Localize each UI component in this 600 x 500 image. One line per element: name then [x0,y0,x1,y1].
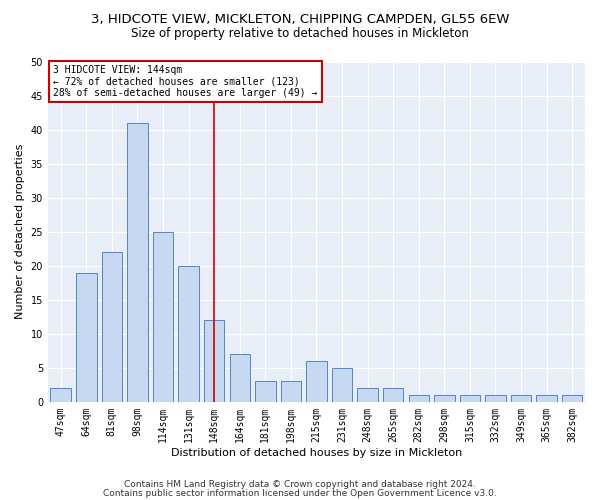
X-axis label: Distribution of detached houses by size in Mickleton: Distribution of detached houses by size … [171,448,462,458]
Bar [127,123,148,402]
Bar [204,320,224,402]
Bar [101,252,122,402]
Bar [562,395,583,402]
Bar [434,395,455,402]
Text: 3 HIDCOTE VIEW: 144sqm
← 72% of detached houses are smaller (123)
28% of semi-de: 3 HIDCOTE VIEW: 144sqm ← 72% of detached… [53,65,317,98]
Text: Contains HM Land Registry data © Crown copyright and database right 2024.: Contains HM Land Registry data © Crown c… [124,480,476,489]
Bar [76,272,97,402]
Text: Contains public sector information licensed under the Open Government Licence v3: Contains public sector information licen… [103,489,497,498]
Bar [255,382,275,402]
Bar [178,266,199,402]
Bar [281,382,301,402]
Bar [383,388,403,402]
Bar [230,354,250,402]
Y-axis label: Number of detached properties: Number of detached properties [15,144,25,320]
Bar [153,232,173,402]
Bar [485,395,506,402]
Bar [536,395,557,402]
Bar [358,388,378,402]
Text: 3, HIDCOTE VIEW, MICKLETON, CHIPPING CAMPDEN, GL55 6EW: 3, HIDCOTE VIEW, MICKLETON, CHIPPING CAM… [91,12,509,26]
Bar [409,395,429,402]
Text: Size of property relative to detached houses in Mickleton: Size of property relative to detached ho… [131,28,469,40]
Bar [306,361,326,402]
Bar [332,368,352,402]
Bar [511,395,531,402]
Bar [460,395,480,402]
Bar [50,388,71,402]
